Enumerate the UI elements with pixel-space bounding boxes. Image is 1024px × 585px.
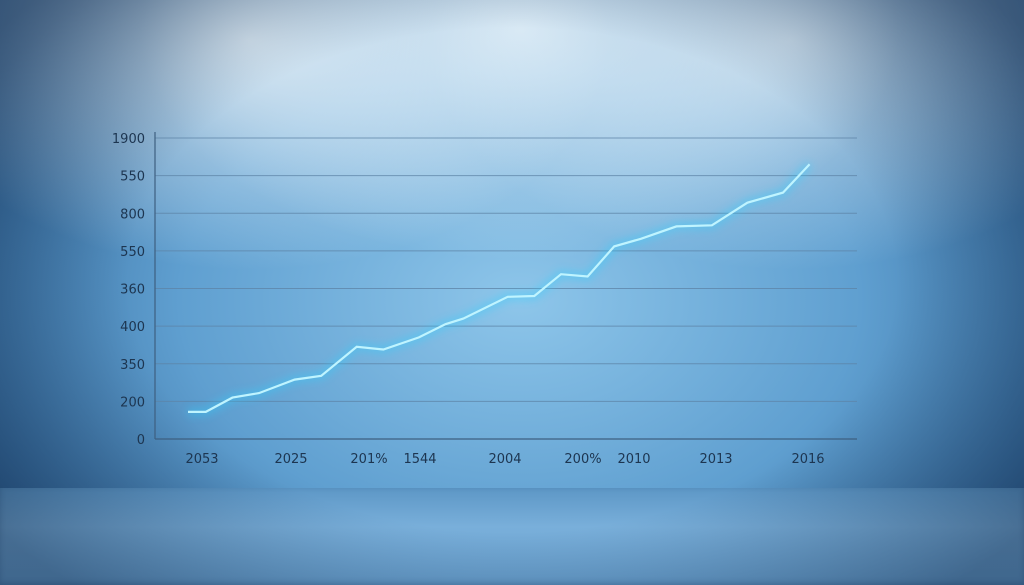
y-tick-label: 360 bbox=[120, 283, 145, 298]
series-line bbox=[188, 163, 811, 413]
grid-lines bbox=[155, 137, 857, 402]
series-group bbox=[188, 161, 813, 417]
x-tick-labels: 2053 2025 201% 1544 2004 200% 2010 2013 2016 bbox=[185, 452, 824, 467]
y-tick-label: 400 bbox=[120, 320, 145, 335]
y-tick-label: 350 bbox=[120, 358, 145, 373]
axes bbox=[154, 132, 857, 440]
x-tick-label: 2053 bbox=[185, 452, 218, 467]
y-tick-label: 550 bbox=[120, 170, 145, 185]
x-tick-label: 201% bbox=[350, 452, 387, 467]
y-tick-label: 550 bbox=[120, 245, 145, 260]
y-tick-label: 1900 bbox=[112, 132, 145, 147]
y-tick-label: 200 bbox=[120, 395, 145, 410]
x-tick-label: 2016 bbox=[791, 452, 824, 467]
floor-band bbox=[0, 488, 1024, 585]
x-tick-label: 1544 bbox=[403, 452, 436, 467]
y-tick-labels: 0 200 350 400 360 550 800 550 1900 bbox=[112, 132, 145, 448]
y-tick-label: 800 bbox=[120, 207, 145, 222]
x-tick-label: 200% bbox=[564, 452, 601, 467]
x-tick-label: 2010 bbox=[617, 452, 650, 467]
y-tick-label: 0 bbox=[137, 433, 145, 448]
x-tick-label: 2013 bbox=[699, 452, 732, 467]
x-tick-label: 2004 bbox=[488, 452, 521, 467]
x-tick-label: 2025 bbox=[274, 452, 307, 467]
